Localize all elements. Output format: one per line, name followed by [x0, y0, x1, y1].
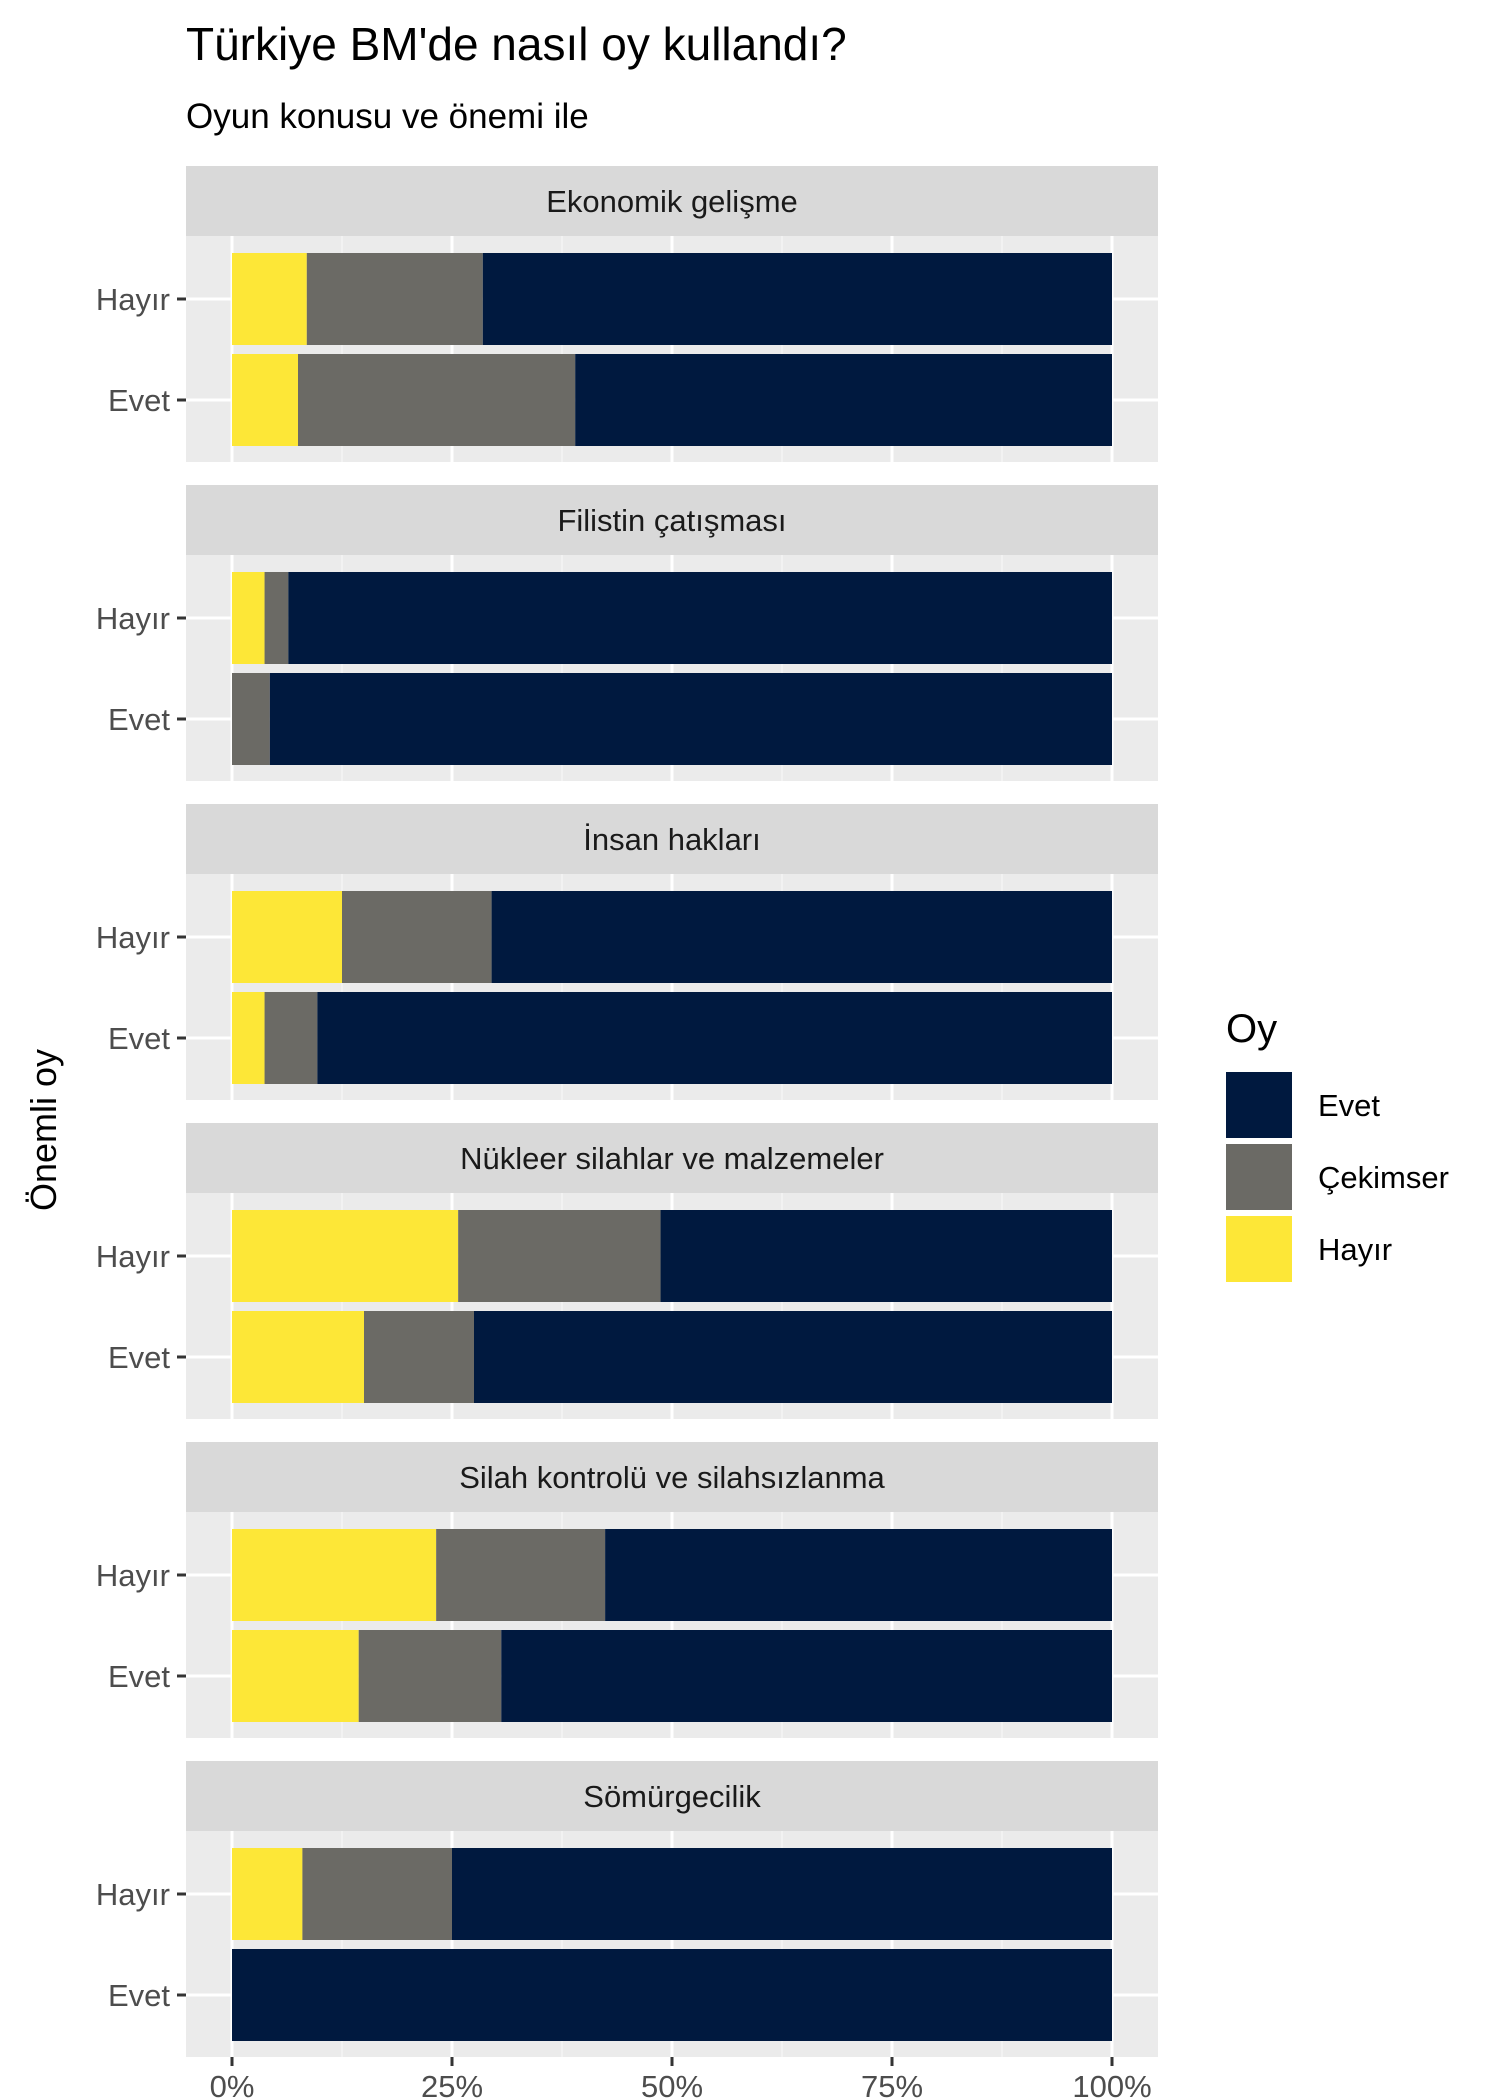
y-tick-label: Hayır	[96, 1239, 170, 1274]
bar-segment-hay-r	[232, 1311, 364, 1403]
y-axis-title: Önemli oy	[23, 1049, 64, 1211]
facet-strip	[186, 804, 1158, 874]
bar-segment-evet	[317, 992, 1112, 1084]
facet-strip	[186, 485, 1158, 555]
legend-title: Oy	[1226, 1007, 1277, 1051]
y-tick-label: Hayır	[96, 1558, 170, 1593]
y-tick-label: Hayır	[96, 282, 170, 317]
bar-segment-cekimser	[458, 1210, 661, 1302]
y-tick-label: Evet	[108, 702, 170, 737]
y-tick-label: Evet	[108, 1021, 170, 1056]
bar-segment-hay-r	[232, 1529, 437, 1621]
facet-strip-label: İnsan hakları	[583, 822, 761, 857]
bar-segment-evet	[491, 891, 1113, 983]
bar-segment-evet	[501, 1630, 1112, 1722]
bar-segment-hay-r	[232, 1630, 359, 1722]
panel-insan-haklar: İnsan hakları Hayır Evet	[96, 804, 1158, 1100]
bar-segment-cekimser	[358, 1630, 502, 1722]
legend-key-evet	[1226, 1072, 1292, 1138]
y-tick-label: Evet	[108, 1659, 170, 1694]
bar-segment-evet	[232, 1949, 1112, 2041]
bar-segment-cekimser	[436, 1529, 606, 1621]
bar-segment-evet	[605, 1529, 1112, 1621]
panel-silah-kontrolu-ve-silahs-zlanma: Silah kontrolü ve silahsızlanma Hayır Evet	[96, 1442, 1158, 1738]
bar-segment-cekimser	[364, 1311, 474, 1403]
facet-strip	[186, 1123, 1158, 1193]
panel-ekonomik-gelisme: Ekonomik gelişme Hayır Evet	[96, 166, 1158, 462]
bar-segment-hay-r	[232, 992, 265, 1084]
legend: Oy Evet Çekimser Hayır	[1226, 1007, 1449, 1282]
bar-segment-hay-r	[232, 572, 265, 664]
bar-segment-hay-r	[232, 354, 298, 446]
bar-segment-hay-r	[232, 891, 342, 983]
y-tick-label: Evet	[108, 1978, 170, 2013]
x-tick-label: 100%	[1072, 2069, 1151, 2100]
bar-segment-cekimser	[306, 253, 483, 345]
y-tick-label: Evet	[108, 1340, 170, 1375]
chart-title: Türkiye BM'de nasıl oy kullandı?	[186, 18, 847, 70]
chart-subtitle: Oyun konusu ve önemi ile	[186, 97, 589, 136]
legend-key-cekimser	[1226, 1144, 1292, 1210]
bar-segment-cekimser	[264, 572, 289, 664]
x-tick-label: 75%	[861, 2069, 923, 2100]
facet-strip	[186, 1442, 1158, 1512]
legend-label: Çekimser	[1318, 1160, 1449, 1195]
panel-somurgecilik: Sömürgecilik Hayır Evet	[96, 1761, 1158, 2057]
y-tick-label: Hayır	[96, 601, 170, 636]
facet-strip-label: Nükleer silahlar ve malzemeler	[460, 1141, 884, 1176]
bar-segment-evet	[575, 354, 1112, 446]
facet-strip-label: Filistin çatışması	[557, 503, 786, 538]
bar-segment-hay-r	[232, 1210, 459, 1302]
x-tick-label: 25%	[421, 2069, 483, 2100]
facet-strip	[186, 166, 1158, 236]
x-axis: 0% 25% 50% 75% 100%	[210, 2057, 1152, 2100]
y-tick-label: Hayır	[96, 1877, 170, 1912]
bar-segment-evet	[452, 1848, 1112, 1940]
facet-strip-label: Ekonomik gelişme	[546, 184, 798, 219]
facet-strip	[186, 1761, 1158, 1831]
legend-label: Hayır	[1318, 1232, 1392, 1267]
panel-filistin-cat-smas: Filistin çatışması Hayır Evet	[96, 485, 1158, 781]
bar-segment-cekimser	[232, 673, 270, 765]
bar-segment-hay-r	[232, 1848, 303, 1940]
legend-label: Evet	[1318, 1088, 1380, 1123]
bar-segment-evet	[474, 1311, 1112, 1403]
bar-segment-cekimser	[264, 992, 318, 1084]
bar-segment-cekimser	[342, 891, 492, 983]
x-tick-label: 0%	[210, 2069, 255, 2100]
facet-strip-label: Silah kontrolü ve silahsızlanma	[459, 1460, 885, 1495]
x-tick-label: 50%	[641, 2069, 703, 2100]
bar-segment-evet	[269, 673, 1113, 765]
bar-segment-cekimser	[302, 1848, 452, 1940]
panel-nukleer-silahlar-ve-malzemeler: Nükleer silahlar ve malzemeler Hayır Evet	[96, 1123, 1158, 1419]
bar-segment-evet	[660, 1210, 1112, 1302]
bar-segment-evet	[482, 253, 1112, 345]
bar-segment-hay-r	[232, 253, 307, 345]
bar-segment-evet	[288, 572, 1112, 664]
y-tick-label: Evet	[108, 383, 170, 418]
bar-segment-cekimser	[298, 354, 576, 446]
legend-key-hay-r	[1226, 1216, 1292, 1282]
y-tick-label: Hayır	[96, 920, 170, 955]
facet-strip-label: Sömürgecilik	[583, 1779, 761, 1814]
